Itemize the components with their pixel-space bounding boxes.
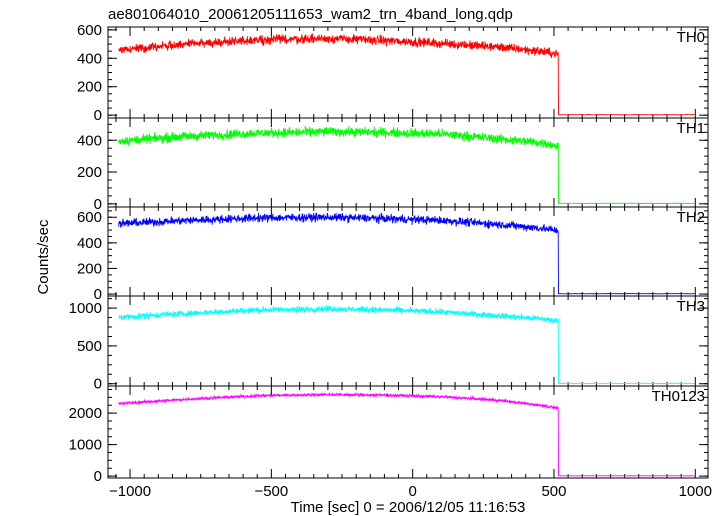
y-tick-label: 200 xyxy=(77,164,102,181)
panel-th3: 0 500 1000 TH3 xyxy=(69,295,709,393)
y-tick-label: 0 xyxy=(94,286,102,303)
series-label: TH0123 xyxy=(652,388,705,405)
series-line-th3 xyxy=(118,304,695,384)
series-line-th2 xyxy=(118,212,695,295)
y-tick-label: 1000 xyxy=(69,300,102,317)
y-tick-label: 0 xyxy=(94,196,102,213)
y-axis-label: Counts/sec xyxy=(35,219,52,295)
series-line-th0 xyxy=(118,33,695,116)
panel-frame xyxy=(107,295,709,387)
series-label: TH3 xyxy=(677,298,705,315)
y-tick-label: 200 xyxy=(77,260,102,277)
y-tick-label: 0 xyxy=(94,107,102,124)
x-tick-label: 1000 xyxy=(679,483,712,500)
y-tick-label: 200 xyxy=(77,79,102,96)
x-tick-labels: −1000 −500 0 500 1000 xyxy=(109,483,712,500)
panel-frame xyxy=(107,385,709,479)
chart-title: ae801064010_20061205111653_wam2_trn_4ban… xyxy=(108,6,513,23)
y-tick-label: 600 xyxy=(77,209,102,226)
y-tick-label: 600 xyxy=(77,22,102,39)
y-tick-label: 400 xyxy=(77,235,102,252)
panel-th2: 0 200 400 600 TH2 xyxy=(77,206,709,303)
y-tick-label: 2000 xyxy=(69,405,102,422)
panel-th1: 0 200 400 TH1 xyxy=(77,117,709,213)
y-tick-label: 0 xyxy=(94,376,102,393)
y-tick-label: 0 xyxy=(94,468,102,485)
series-label: TH1 xyxy=(677,120,705,137)
y-tick-label: 500 xyxy=(77,338,102,355)
series-line-th1 xyxy=(118,125,695,205)
series-label: TH2 xyxy=(677,209,705,226)
panel-th0123: 0 1000 2000 TH0123 xyxy=(69,385,709,485)
x-tick-label: −1000 xyxy=(109,483,151,500)
x-tick-label: −500 xyxy=(254,483,288,500)
x-tick-label: 0 xyxy=(408,483,416,500)
x-tick-label: 500 xyxy=(541,483,566,500)
x-axis-label: Time [sec] 0 = 2006/12/05 11:16:53 xyxy=(291,499,526,516)
series-label: TH0 xyxy=(677,29,705,46)
y-tick-label: 400 xyxy=(77,50,102,67)
panels: 0 200 400 600 TH0 0 200 400 TH1 0 200 400 600 TH2 0 500… xyxy=(69,22,709,485)
y-tick-label: 400 xyxy=(77,132,102,149)
y-tick-label: 1000 xyxy=(69,437,102,454)
series-line-th0123 xyxy=(118,391,695,477)
panel-th0: 0 200 400 600 TH0 xyxy=(77,22,709,124)
